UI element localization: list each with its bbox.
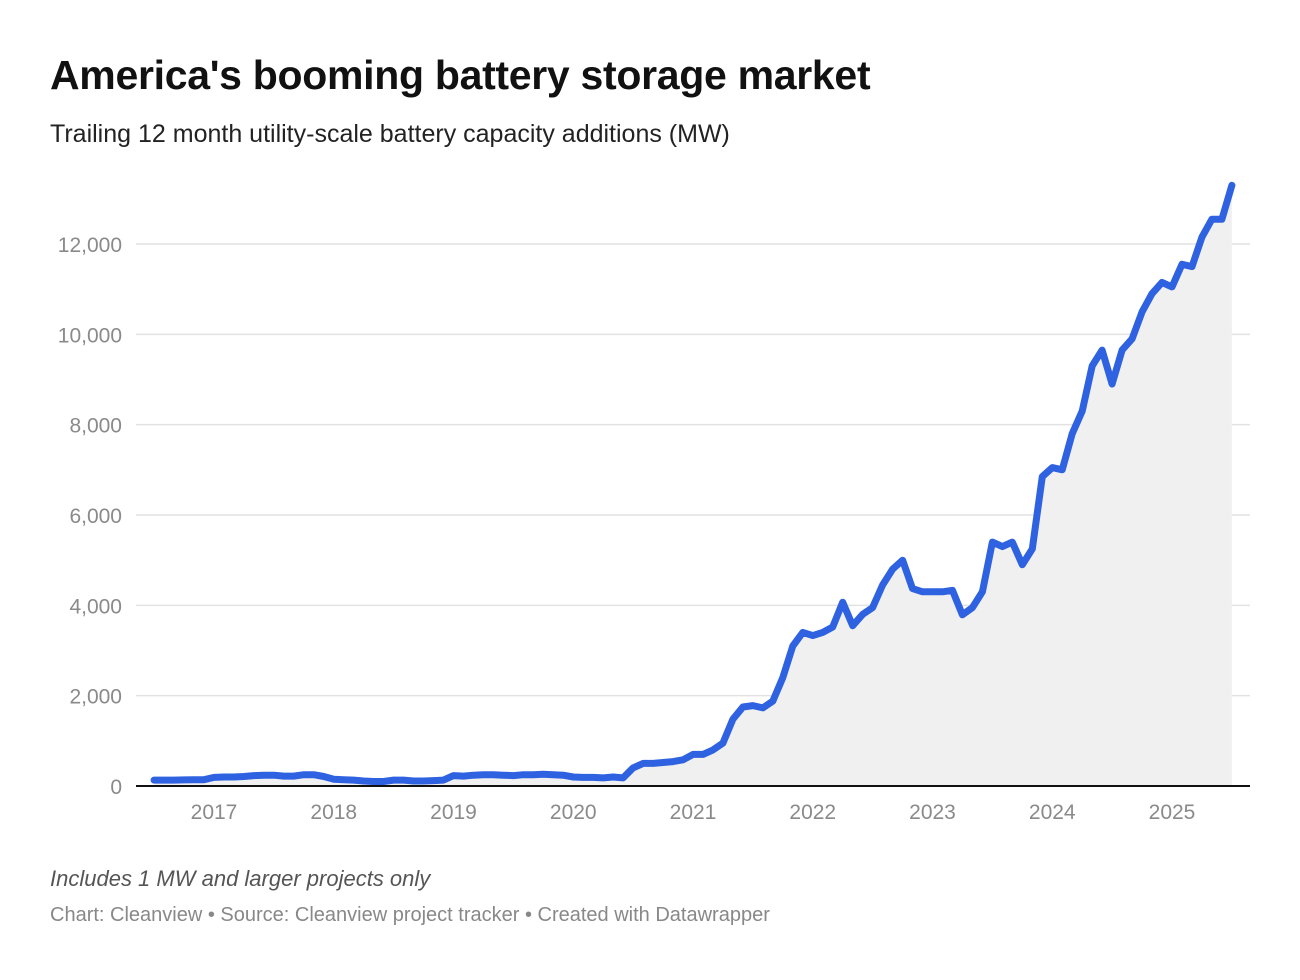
series-line [150, 181, 1236, 785]
y-tick-label: 2,000 [69, 686, 122, 709]
x-tick-label: 2018 [310, 801, 357, 824]
y-tick-label: 10,000 [58, 324, 122, 347]
chart-subtitle: Trailing 12 month utility-scale battery … [50, 120, 730, 148]
y-tick-label: 6,000 [69, 505, 122, 528]
x-tick-label: 2022 [789, 801, 836, 824]
y-tick-label: 4,000 [69, 595, 122, 618]
y-axis-ticks: 0 2,000 4,000 6,000 8,000 10,000 12,000 [58, 234, 122, 799]
x-tick-label: 2023 [909, 801, 956, 824]
x-tick-label: 2024 [1029, 801, 1076, 824]
x-tick-label: 2019 [430, 801, 477, 824]
x-axis-ticks: 2017 2018 2019 2020 2021 2022 2023 2024 2025 [191, 801, 1196, 824]
x-tick-label: 2017 [191, 801, 238, 824]
chart-note: Includes 1 MW and larger projects only [50, 866, 431, 891]
area-fill [154, 185, 1232, 787]
chart-title: America's booming battery storage market [50, 52, 871, 98]
chart-source: Chart: Cleanview • Source: Cleanview pro… [50, 904, 770, 926]
y-tick-label: 8,000 [69, 415, 122, 438]
y-tick-label: 12,000 [58, 234, 122, 257]
y-tick-label: 0 [110, 776, 122, 799]
x-tick-label: 2020 [550, 801, 597, 824]
x-tick-label: 2025 [1149, 801, 1196, 824]
x-tick-label: 2021 [670, 801, 717, 824]
